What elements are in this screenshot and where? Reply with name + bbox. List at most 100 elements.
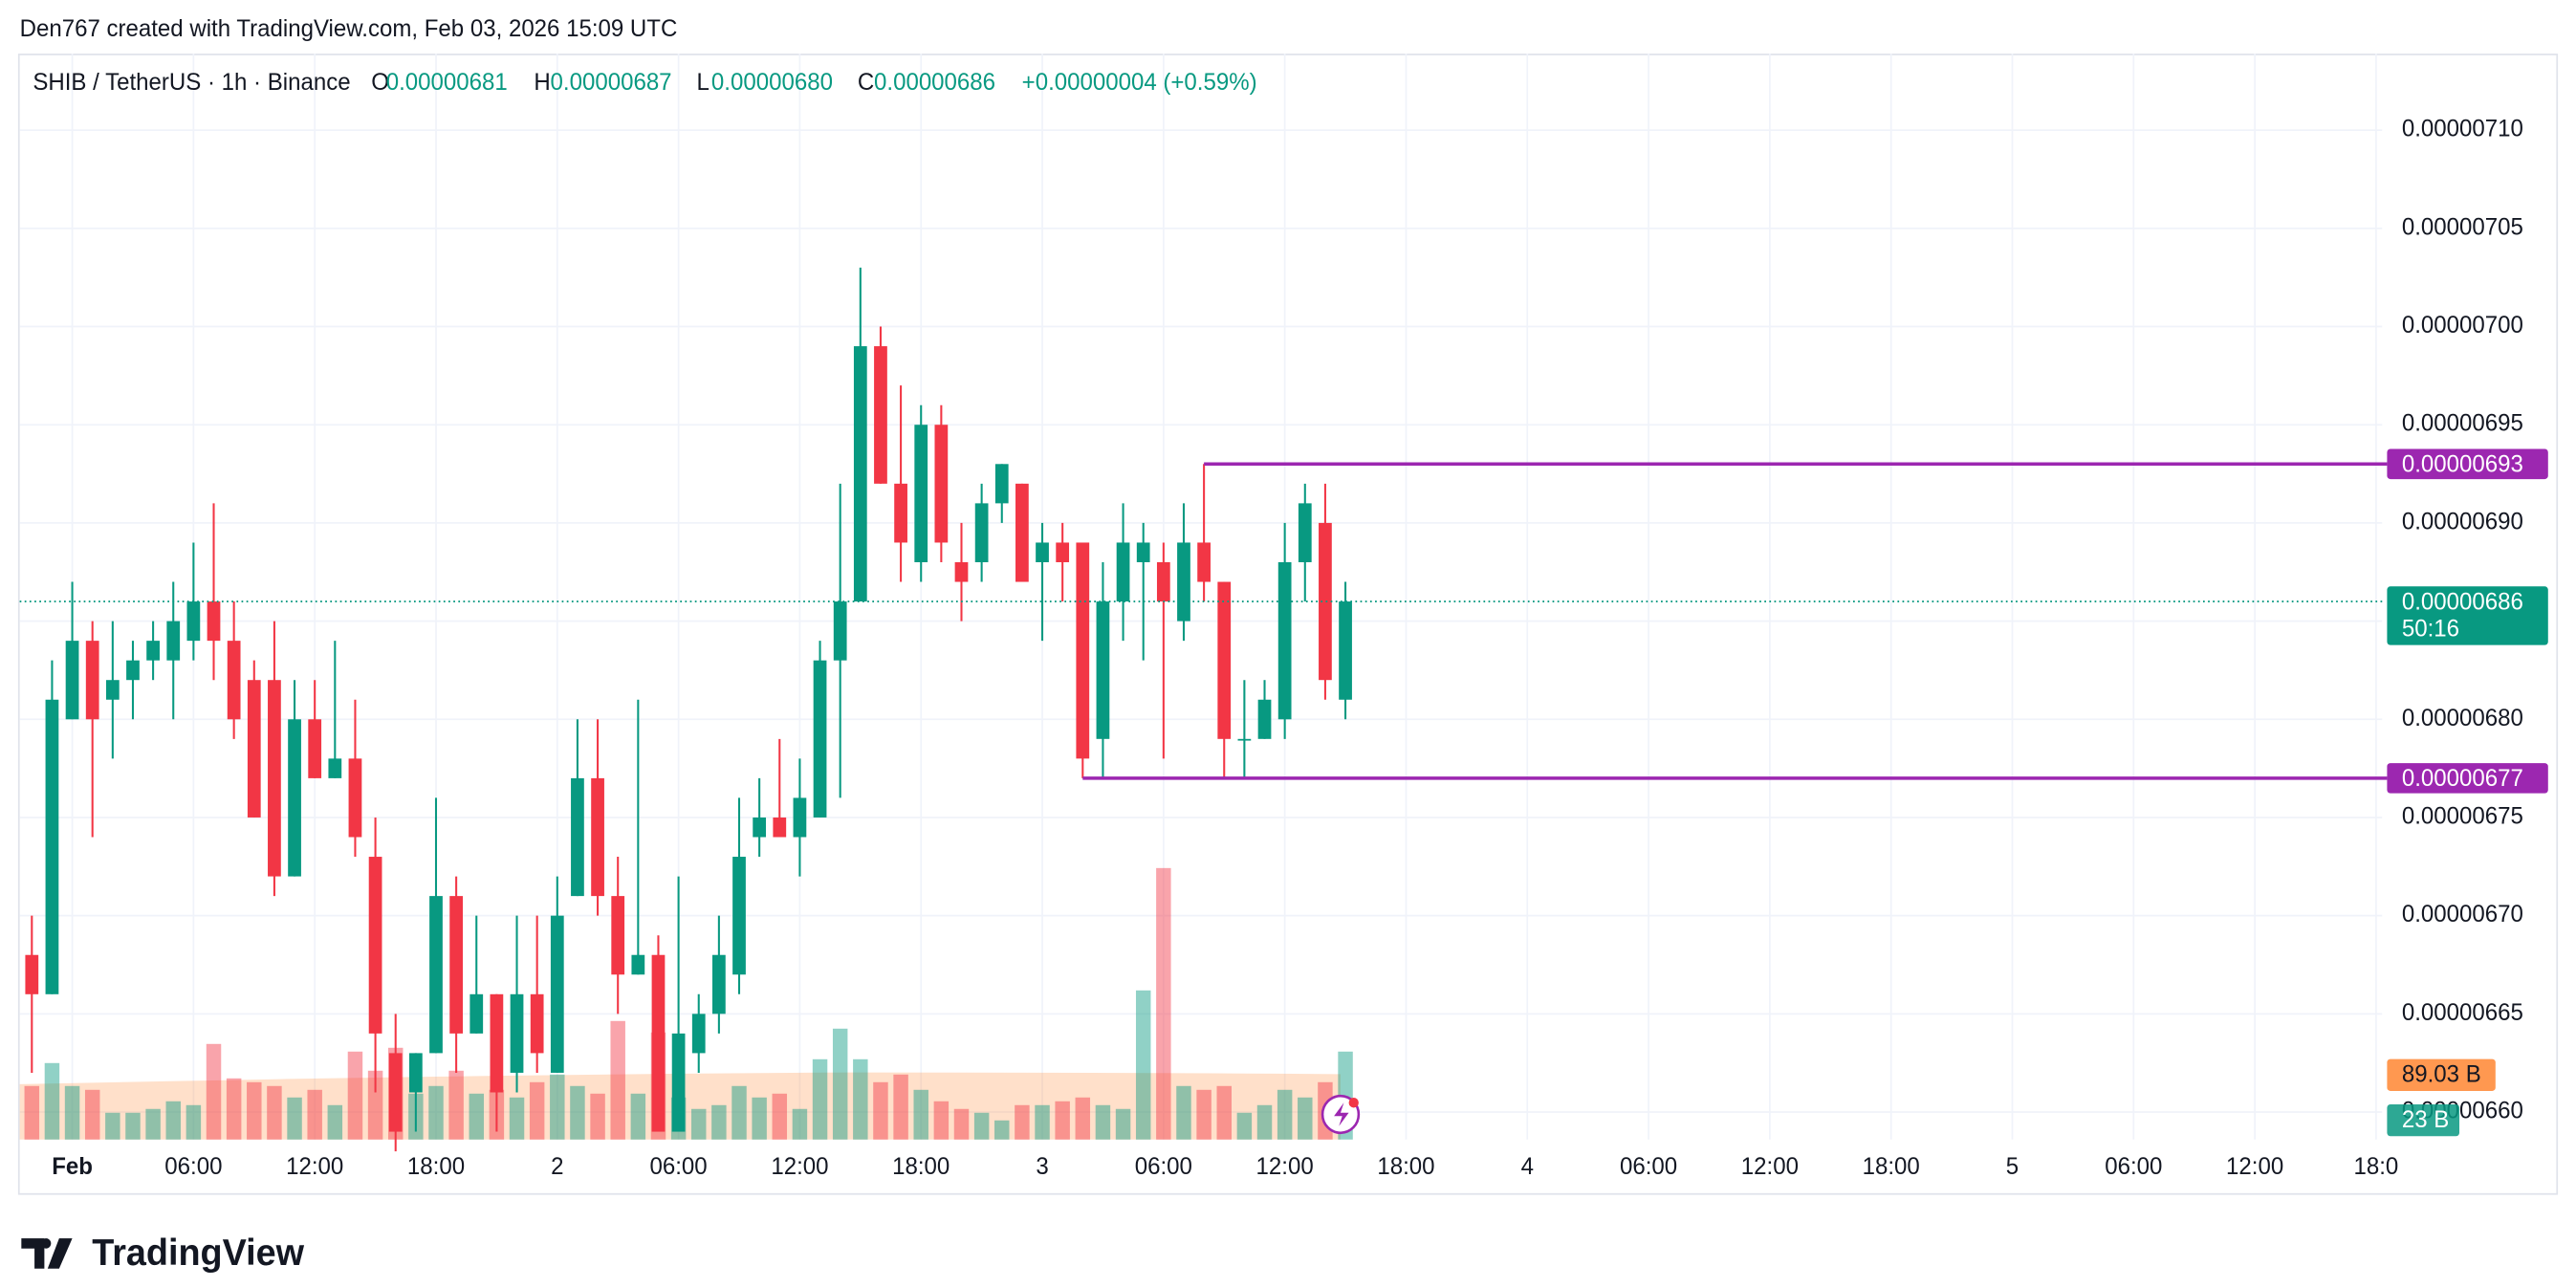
ohlc-label: L <box>696 70 709 96</box>
candle-body <box>328 758 342 778</box>
candle-body <box>186 601 201 642</box>
candle-body <box>1116 542 1130 602</box>
volume-bar <box>428 1085 444 1140</box>
volume-bar <box>1055 1101 1070 1140</box>
candle-body <box>1217 581 1232 739</box>
logo-mark <box>21 1238 73 1269</box>
volume-last-text: 23 B <box>2402 1107 2449 1133</box>
y-tick-label: 0.00000695 <box>2402 411 2523 437</box>
y-tick-label: 0.00000680 <box>2402 706 2523 731</box>
icon-dot <box>1348 1097 1359 1108</box>
x-tick-label: Feb <box>52 1154 93 1180</box>
candle-body <box>591 777 604 897</box>
candle-body <box>1177 542 1190 622</box>
volume-bar <box>550 1074 565 1140</box>
y-tick-label: 0.00000700 <box>2402 313 2523 338</box>
candle-body <box>469 993 484 1034</box>
volume-bar <box>1075 1097 1091 1140</box>
candle-body <box>429 896 443 1054</box>
x-tick-label: 06:00 <box>1620 1154 1677 1180</box>
y-tick-label: 0.00000710 <box>2402 116 2523 142</box>
volume-bar <box>1015 1104 1030 1140</box>
candle-body <box>874 346 887 484</box>
candle-body <box>671 1033 686 1132</box>
candle-body <box>691 1014 706 1054</box>
x-tick-label: 06:00 <box>164 1154 222 1180</box>
candle-body <box>793 797 807 838</box>
volume-bar <box>994 1120 1010 1140</box>
volume-bar <box>1236 1112 1253 1140</box>
y-tick-label: 0.00000670 <box>2402 902 2523 927</box>
volume-bar <box>145 1108 161 1140</box>
candle-body <box>146 641 160 661</box>
volume-bar <box>691 1108 707 1140</box>
volume-bar <box>1176 1085 1191 1140</box>
volume-last-badge <box>2387 1103 2460 1137</box>
ohlc-value: 0.00000686 <box>874 70 995 96</box>
candle-body <box>368 857 382 1034</box>
volume-bar <box>247 1081 262 1140</box>
volume-bar <box>590 1093 605 1140</box>
volume-bar <box>792 1108 808 1140</box>
candle-body <box>449 896 463 1034</box>
candle-body <box>1257 699 1272 739</box>
candle-body <box>85 641 99 720</box>
candle-body <box>974 503 989 562</box>
volume-bar <box>953 1108 970 1140</box>
x-tick-label: 18:0 <box>2354 1154 2399 1180</box>
grid <box>19 54 2383 1140</box>
candle-body <box>550 915 564 1073</box>
candle-body <box>611 896 625 975</box>
candle-body <box>1319 522 1332 681</box>
candle-body <box>348 758 362 838</box>
y-tick-label: 0.00000690 <box>2402 509 2523 534</box>
x-tick-label: 5 <box>2006 1154 2019 1180</box>
candle-body <box>1298 503 1312 562</box>
current-price-badge <box>2387 586 2548 645</box>
volume-bar <box>367 1070 383 1140</box>
x-tick-label: 12:00 <box>286 1154 343 1180</box>
volume-bar <box>287 1097 302 1140</box>
symbol-title: SHIB / TetherUS · 1h · Binance <box>33 70 350 96</box>
volume-bar <box>1156 867 1171 1140</box>
candle-body <box>732 857 746 975</box>
ohlc-change: +0.00000004 (+0.59%) <box>1022 70 1257 96</box>
candles <box>25 267 1352 1152</box>
ohlc-value: 0.00000680 <box>711 70 833 96</box>
volume-bar <box>772 1093 788 1140</box>
volume-bar <box>64 1085 80 1140</box>
volume-bar <box>913 1089 928 1140</box>
ohlc-value: 0.00000687 <box>551 70 672 96</box>
candle-body <box>25 954 39 994</box>
candle-body <box>712 954 726 1014</box>
ohlc-value: 0.00000681 <box>386 70 508 96</box>
candle-body <box>288 719 301 877</box>
candle-body <box>45 699 59 994</box>
volume-bar <box>226 1078 242 1140</box>
candle-body <box>894 483 907 543</box>
replay-icon[interactable] <box>1321 1094 1361 1135</box>
volume-bar <box>893 1074 908 1140</box>
candle-body <box>813 660 827 818</box>
candle-body <box>914 425 928 562</box>
x-tick-label: 12:00 <box>1741 1154 1799 1180</box>
candle-body <box>65 641 79 720</box>
candle-body <box>1015 483 1029 582</box>
candle-body <box>408 1053 423 1093</box>
volume-bar <box>1115 1108 1131 1140</box>
candle-body <box>227 641 241 720</box>
volume-bar <box>752 1097 767 1140</box>
x-tick-label: 3 <box>1036 1154 1048 1180</box>
volume-bar <box>933 1101 950 1140</box>
level-badge-text: 0.00000693 <box>2402 451 2523 477</box>
volume-bar <box>206 1043 222 1140</box>
x-tick-label: 12:00 <box>771 1154 828 1180</box>
candle-body <box>1056 542 1070 562</box>
candle-body <box>105 680 120 700</box>
volume-bar <box>1095 1104 1111 1140</box>
volume-bar <box>267 1085 282 1140</box>
x-tick-label: 18:00 <box>407 1154 465 1180</box>
x-tick-label: 12:00 <box>1256 1154 1314 1180</box>
volume-bar <box>1135 990 1151 1140</box>
volume-bar <box>853 1058 868 1140</box>
